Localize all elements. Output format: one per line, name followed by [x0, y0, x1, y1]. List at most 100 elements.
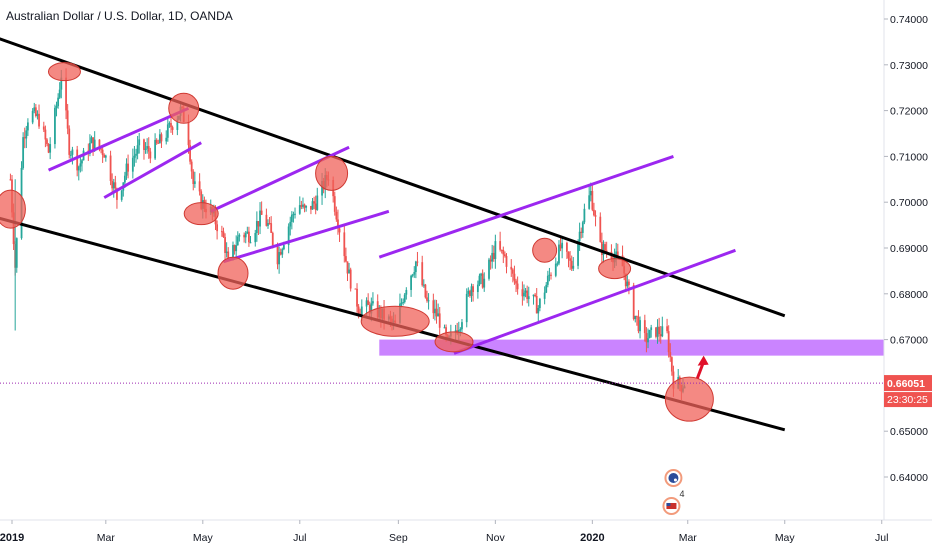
candle: [650, 324, 653, 338]
candle: [298, 196, 301, 215]
au-flag-fill: [668, 473, 679, 483]
candle-body: [370, 303, 373, 314]
candle-body: [147, 146, 150, 152]
trend-line[interactable]: [103, 141, 202, 199]
candle: [90, 135, 93, 144]
highlight-circle[interactable]: [47, 62, 81, 82]
candle: [290, 211, 293, 230]
highlight-circle[interactable]: [532, 237, 558, 263]
candle: [483, 272, 486, 292]
candle: [222, 227, 225, 238]
candle-body: [9, 179, 12, 181]
candle-body: [200, 191, 203, 209]
candle: [434, 299, 436, 321]
arrow-head[interactable]: [697, 355, 709, 366]
candle-body: [567, 251, 570, 259]
candle-body: [154, 139, 156, 159]
candle-body: [55, 106, 58, 108]
candle: [591, 184, 594, 212]
candle-body: [189, 145, 191, 162]
candle-body: [79, 163, 82, 167]
candle-body: [554, 263, 557, 276]
candle-body: [49, 144, 52, 153]
highlight-circle[interactable]: [0, 189, 26, 229]
highlight-circle[interactable]: [315, 155, 349, 191]
candle: [238, 233, 241, 242]
candle: [311, 197, 314, 210]
time-tick-label: May: [193, 532, 214, 544]
time-tick-label: Jul: [875, 532, 888, 544]
candle-body: [259, 210, 261, 227]
candle-body: [500, 249, 503, 251]
candle: [505, 253, 508, 274]
highlight-circle[interactable]: [434, 331, 474, 353]
candle: [534, 292, 537, 298]
symbol-title: Australian Dollar / U.S. Dollar, 1D, OAN…: [6, 9, 233, 23]
candle: [669, 343, 672, 362]
candle: [157, 139, 160, 144]
candle: [270, 216, 273, 234]
candle-body: [445, 327, 447, 336]
candle: [276, 242, 279, 270]
candle: [125, 158, 128, 180]
candle-body: [658, 326, 661, 335]
highlight-circle[interactable]: [598, 258, 632, 280]
candle-body: [298, 205, 301, 214]
candle: [667, 325, 670, 358]
candle: [510, 259, 513, 277]
candle-body: [480, 273, 482, 276]
candle-body: [626, 281, 629, 287]
candle-body: [605, 250, 608, 252]
price-tick-label: 0.70000: [890, 197, 928, 209]
candle-body: [523, 292, 525, 297]
price-tick-label: 0.65000: [890, 426, 928, 438]
candle-body: [472, 286, 474, 293]
candle: [470, 283, 473, 302]
candle-body: [93, 139, 96, 151]
channel-line[interactable]: [0, 37, 786, 318]
candle: [23, 127, 26, 149]
candle-body: [111, 180, 114, 189]
candle: [146, 138, 149, 154]
trend-line[interactable]: [378, 154, 674, 259]
trend-line[interactable]: [47, 106, 190, 172]
candle: [356, 283, 358, 313]
highlight-circle[interactable]: [664, 376, 714, 422]
candle-body: [305, 205, 308, 208]
candle: [333, 191, 336, 216]
highlight-circle[interactable]: [360, 305, 430, 337]
candle: [600, 232, 603, 264]
trend-line[interactable]: [453, 248, 736, 355]
highlight-circle[interactable]: [217, 256, 249, 290]
candle-body: [321, 180, 323, 196]
candle: [292, 211, 295, 223]
candle: [354, 288, 357, 290]
candle-body: [116, 188, 118, 200]
candle-body: [461, 322, 463, 330]
highlight-circle[interactable]: [183, 202, 219, 226]
candle-body: [550, 274, 552, 276]
event-badge-au[interactable]: [664, 469, 683, 487]
candle-body: [76, 149, 79, 171]
candle: [303, 203, 306, 213]
candle-body: [543, 292, 546, 299]
candle: [68, 125, 71, 159]
candle-body: [12, 212, 15, 245]
candle-body: [271, 232, 274, 246]
event-badge-us[interactable]: 4: [662, 489, 684, 515]
trend-line[interactable]: [223, 209, 390, 264]
candle-body: [545, 284, 548, 293]
highlight-circle[interactable]: [168, 92, 200, 124]
candle-body: [238, 234, 241, 237]
candle-body: [89, 142, 91, 154]
candle-body: [294, 213, 296, 215]
candle: [54, 104, 56, 149]
candle: [25, 125, 28, 149]
candle-body: [149, 151, 152, 159]
candle-body: [667, 331, 670, 353]
candle-body: [270, 223, 273, 233]
candle-body: [171, 127, 174, 130]
price-tick-label: 0.68000: [890, 289, 928, 301]
candle: [521, 281, 524, 306]
